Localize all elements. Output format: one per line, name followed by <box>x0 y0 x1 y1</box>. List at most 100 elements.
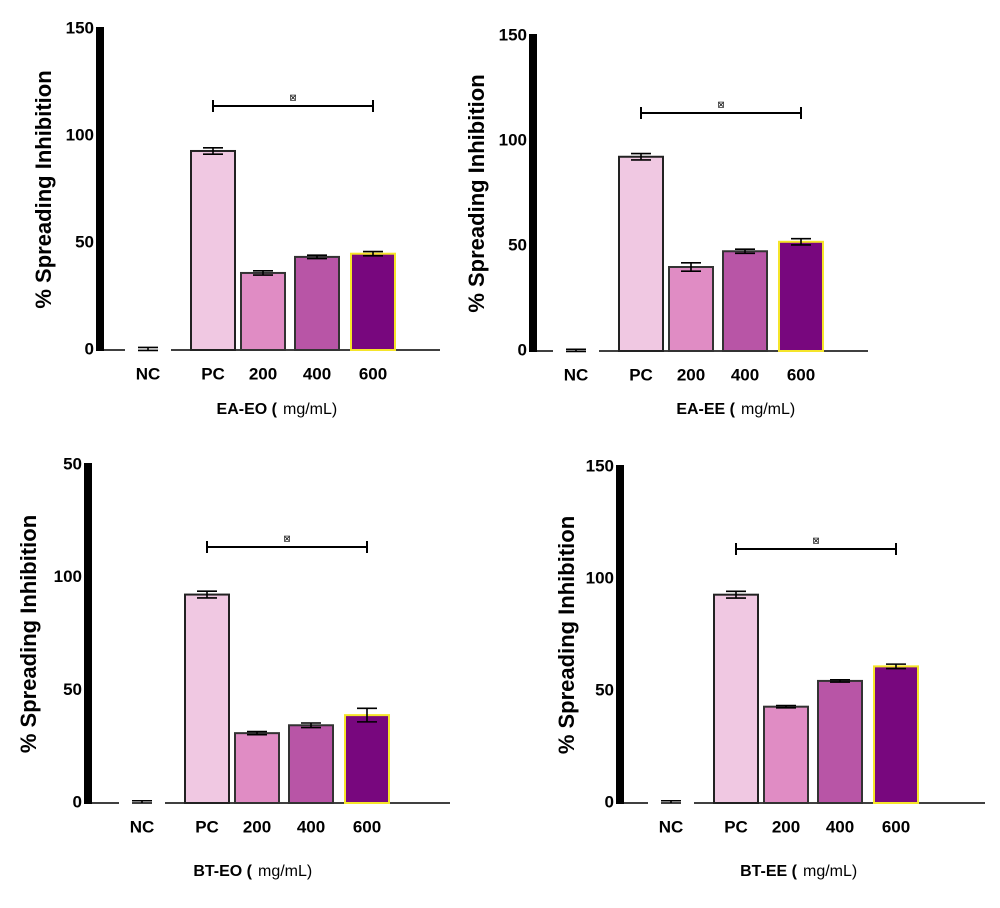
x-tick-label: 400 <box>731 365 759 384</box>
y-axis-title: % Spreading Inhibition <box>31 70 56 308</box>
y-tick-label: 100 <box>66 125 94 144</box>
bar <box>763 705 809 804</box>
significance-label: ⊠ <box>812 535 820 545</box>
bar <box>184 593 230 804</box>
error-bar <box>631 152 651 161</box>
significance-label: ⊠ <box>289 92 297 102</box>
x-axis-title: EA-EO ( <box>217 401 278 418</box>
x-tick-label: 600 <box>353 817 381 836</box>
significance-bracket <box>206 541 368 553</box>
x-tick-label: NC <box>130 817 155 836</box>
x-tick-label: 200 <box>677 365 705 384</box>
significance-label: ⊠ <box>283 533 291 543</box>
x-tick-label: 200 <box>772 817 800 836</box>
x-tick-label: PC <box>724 817 748 836</box>
y-tick-label: 150 <box>66 18 94 37</box>
y-tick-label: 100 <box>586 568 614 587</box>
y-tick-label: 150 <box>499 25 527 44</box>
panel: 0 50 100 150 % Spreading Inhibition NC PC 200 40… <box>31 18 440 418</box>
x-tick-label: NC <box>659 817 684 836</box>
x-axis-unit: mg/mL) <box>803 863 857 880</box>
y-axis <box>616 465 624 804</box>
bar <box>344 714 390 804</box>
y-tick-label: 50 <box>508 235 527 254</box>
error-bar <box>138 346 158 352</box>
y-tick-label: 50 <box>63 680 82 699</box>
error-bar <box>776 704 796 709</box>
significance-bracket <box>640 107 802 119</box>
y-axis-title: % Spreading Inhibition <box>554 516 579 754</box>
y-axis <box>84 463 92 804</box>
y-tick-label: 0 <box>73 792 82 811</box>
error-bar <box>363 250 383 257</box>
significance-bracket <box>212 100 374 112</box>
y-tick-label: 50 <box>595 680 614 699</box>
x-tick-label: 400 <box>297 817 325 836</box>
y-tick-label: 50 <box>63 454 82 473</box>
error-bar <box>247 730 267 736</box>
x-axis-unit: mg/mL) <box>741 401 795 418</box>
panel: 0 50 100 50 % Spreading Inhibition NC PC 200 400… <box>16 454 450 880</box>
y-tick-label: 0 <box>85 339 94 358</box>
bar <box>817 679 863 804</box>
y-axis <box>96 27 104 351</box>
x-tick-label: NC <box>136 364 161 383</box>
bar <box>190 149 236 351</box>
x-tick-label: 600 <box>882 817 910 836</box>
x-tick-label: PC <box>201 364 225 383</box>
bar <box>873 665 919 804</box>
error-bar <box>197 590 217 599</box>
bar <box>288 724 334 805</box>
error-bar <box>830 679 850 683</box>
bar <box>618 155 664 352</box>
error-bar <box>253 270 273 276</box>
error-bar <box>566 348 586 353</box>
y-axis-title: % Spreading Inhibition <box>16 515 41 753</box>
x-tick-label: PC <box>629 365 653 384</box>
bar <box>240 271 286 351</box>
x-tick-label: NC <box>564 365 589 384</box>
x-tick-label: 200 <box>243 817 271 836</box>
x-axis-title: BT-EE ( <box>740 863 798 880</box>
panel: 0 50 100 150 % Spreading Inhibition NC PC 200 40… <box>554 456 985 880</box>
y-tick-label: 150 <box>586 456 614 475</box>
bar <box>668 266 714 352</box>
significance-bracket <box>735 543 897 555</box>
x-tick-label: 200 <box>249 364 277 383</box>
x-tick-label: 400 <box>303 364 331 383</box>
error-bar <box>661 799 681 804</box>
error-bar <box>307 254 327 260</box>
x-axis-title: EA-EE ( <box>676 401 735 418</box>
significance-label: ⊠ <box>717 99 725 109</box>
bar <box>294 255 340 351</box>
error-bar <box>791 237 811 246</box>
bar <box>722 250 768 352</box>
error-bar <box>886 663 906 670</box>
bar <box>350 252 396 351</box>
y-tick-label: 100 <box>499 130 527 149</box>
error-bar <box>301 722 321 729</box>
error-bar <box>203 146 223 155</box>
error-bar <box>735 248 755 255</box>
x-tick-label: 400 <box>826 817 854 836</box>
error-bar <box>681 262 701 272</box>
x-tick-label: 600 <box>787 365 815 384</box>
panel: 0 50 100 150 % Spreading Inhibition NC PC 200 40… <box>464 25 868 418</box>
y-axis-title: % Spreading Inhibition <box>464 74 489 312</box>
x-axis-unit: mg/mL) <box>283 401 337 418</box>
error-bar <box>726 590 746 599</box>
x-tick-label: 600 <box>359 364 387 383</box>
bar <box>713 593 759 804</box>
y-tick-label: 0 <box>518 340 527 359</box>
x-axis-title: BT-EO ( <box>193 863 252 880</box>
error-bar <box>132 799 152 804</box>
bar <box>778 240 824 352</box>
x-axis-unit: mg/mL) <box>258 863 312 880</box>
error-bar <box>357 707 377 723</box>
bar <box>234 732 280 804</box>
y-tick-label: 100 <box>54 567 82 586</box>
y-tick-label: 50 <box>75 232 94 251</box>
y-axis <box>529 34 537 352</box>
x-tick-label: PC <box>195 817 219 836</box>
